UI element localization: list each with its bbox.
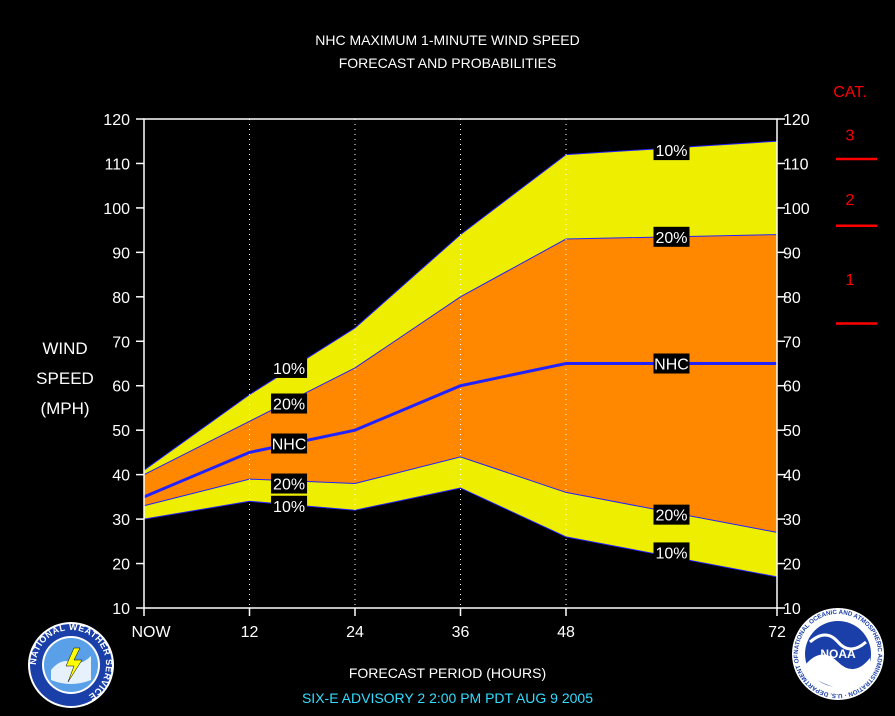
band-label-bg <box>653 504 690 525</box>
category-title: CAT. <box>833 84 866 101</box>
noaa-logo-icon: NOAA NATIONAL OCEANIC AND ATMOSPHERIC AD… <box>790 606 884 700</box>
y-tick-label-right: 30 <box>783 512 801 529</box>
band-label: 20% <box>655 508 687 525</box>
category-label: 3 <box>846 128 855 145</box>
y-tick-label-right: 110 <box>783 156 809 173</box>
chart-title-line1: NHC MAXIMUM 1-MINUTE WIND SPEED <box>315 32 580 48</box>
nws-logo-icon: NATIONAL WEATHER SERVICE <box>28 622 114 708</box>
band-label-bg <box>653 226 690 247</box>
band-20-percent <box>144 234 777 533</box>
y-tick-label-right: 70 <box>783 334 801 351</box>
y-tick-label-left: 40 <box>112 468 130 485</box>
category-label: 2 <box>846 192 855 209</box>
y-tick-label-right: 120 <box>783 112 810 129</box>
band-label-bg <box>271 495 308 516</box>
x-tick-label: 48 <box>557 624 575 641</box>
noaa-logo-text: NOAA <box>820 647 856 661</box>
band-label: NHC <box>272 437 307 454</box>
band-label-bg <box>653 542 690 563</box>
x-tick-label: 36 <box>452 624 470 641</box>
band-label: 10% <box>655 143 687 160</box>
y-tick-label-left: 30 <box>112 512 130 529</box>
y-axis-label-line1: WIND <box>42 339 88 358</box>
band-label: 20% <box>273 397 305 414</box>
y-axis-label-line3: (MPH) <box>40 399 90 418</box>
band-label: 10% <box>655 545 687 562</box>
y-tick-label-right: 80 <box>783 290 801 307</box>
series-edge-0 <box>143 140 778 471</box>
y-tick-label-left: 80 <box>112 290 130 307</box>
y-tick-label-right: 50 <box>783 423 801 440</box>
y-tick-label-left: 120 <box>103 112 130 129</box>
band-label: NHC <box>654 357 689 374</box>
band-label: 20% <box>273 477 305 494</box>
band-label: 10% <box>273 499 305 516</box>
x-axis-label: FORECAST PERIOD (HOURS) <box>348 665 547 681</box>
series-edge-4 <box>143 487 778 578</box>
series-edge-3 <box>143 456 778 533</box>
y-tick-label-right: 10 <box>783 601 801 618</box>
series-nhc-line <box>143 362 777 499</box>
y-tick-label-left: 110 <box>104 156 130 173</box>
y-tick-label-left: 60 <box>112 379 130 396</box>
y-tick-label-right: 20 <box>783 557 801 574</box>
x-tick-label: 12 <box>241 624 259 641</box>
band-label-bg <box>653 140 690 161</box>
category-label: 1 <box>846 272 855 289</box>
band-label: 10% <box>273 361 305 378</box>
y-tick-label-left: 10 <box>112 601 130 618</box>
chart-title-line2: FORECAST AND PROBABILITIES <box>338 55 557 71</box>
y-tick-label-right: 40 <box>783 468 801 485</box>
band-label-bg <box>271 357 308 378</box>
y-axis-label-line2: SPEED <box>36 369 94 388</box>
y-tick-label-left: 70 <box>112 334 130 351</box>
x-tick-label: 24 <box>346 624 364 641</box>
band-label-bg <box>271 433 308 454</box>
y-tick-label-left: 100 <box>103 201 130 218</box>
advisory-line: SIX-E ADVISORY 2 2:00 PM PDT AUG 9 2005 <box>301 690 594 706</box>
y-tick-label-right: 100 <box>783 201 810 218</box>
y-tick-label-right: 60 <box>783 379 801 396</box>
band-label: 20% <box>655 230 687 247</box>
y-tick-label-left: 90 <box>112 245 130 262</box>
y-axis-label: WIND SPEED (MPH) <box>20 334 110 424</box>
y-tick-label-right: 90 <box>783 245 801 262</box>
band-label-bg <box>271 473 308 494</box>
y-tick-label-left: 50 <box>112 423 130 440</box>
y-tick-label-left: 20 <box>112 557 130 574</box>
band-label-bg <box>653 353 690 374</box>
x-tick-label: NOW <box>131 624 171 641</box>
series-edge-1 <box>143 234 778 476</box>
band-label-bg <box>271 393 308 414</box>
x-tick-label: 72 <box>768 624 786 641</box>
